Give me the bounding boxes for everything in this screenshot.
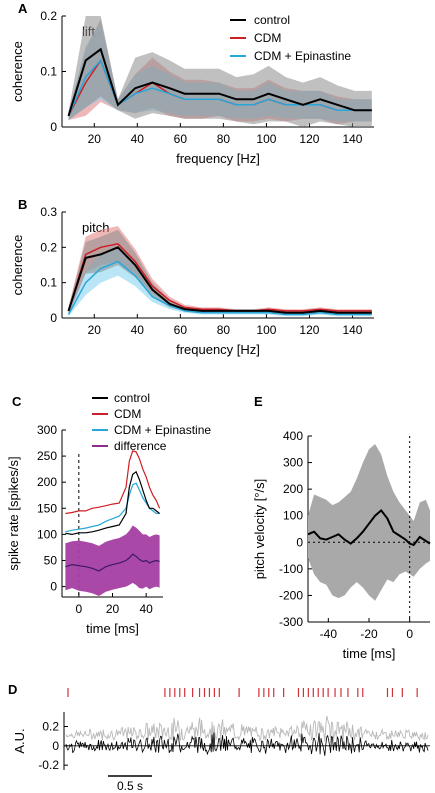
series-line-cdm [67,242,372,312]
y-tick-label: -100 [279,562,303,576]
x-tick-label: -20 [360,627,378,641]
y-axis-label: pitch velocity [°/s] [252,479,267,580]
panel-label: C [12,394,22,409]
series-line-difference [65,553,160,572]
trace-dark [65,732,429,756]
y-tick-label: -300 [279,615,303,629]
panel-label: B [18,197,27,212]
series-line-control [65,470,160,536]
y-tick-label: 0.2 [42,720,59,734]
y-tick-label: 0 [296,535,303,549]
series-line-control [67,246,372,314]
series-line-control [67,47,372,117]
y-tick-label: 100 [283,509,303,523]
series-line-epinastine [67,260,372,316]
x-tick-label: 20 [88,132,102,146]
panel-label: A [18,1,28,16]
legend-label-epinastine: CDM + Epinastine [114,423,211,437]
series-line-epinastine [65,482,160,533]
x-tick-label: 0 [75,602,82,616]
trace-light [65,715,429,743]
x-tick-label: 140 [342,323,362,337]
panel-label: D [8,682,17,697]
y-tick-label: 0 [50,120,57,134]
legend-label-cdm: CDM [254,31,281,45]
x-tick-label: 20 [88,323,102,337]
x-tick-label: -40 [320,627,338,641]
legend-label-control: control [254,13,290,27]
y-axis-label: coherence [10,235,25,296]
x-tick-label: 100 [256,323,276,337]
legend-label-difference: difference [114,439,167,453]
x-tick-label: 0 [406,627,413,641]
y-axis-label: coherence [10,41,25,102]
y-tick-label: 0 [50,580,57,594]
y-tick-label: -0.2 [38,758,59,772]
y-tick-label: 200 [37,475,57,489]
x-tick-label: 40 [131,132,145,146]
band-control [68,16,372,127]
x-tick-label: 80 [217,132,231,146]
x-tick-label: 100 [256,132,276,146]
y-tick-label: 0.2 [40,9,57,23]
y-tick-label: -200 [279,588,303,602]
y-tick-label: 0.1 [40,65,57,79]
band-difference [65,525,160,596]
y-tick-label: 0 [50,311,57,325]
y-tick-label: 0.1 [40,276,57,290]
x-tick-label: 120 [299,132,319,146]
series-line-pitch-velocity [307,508,431,547]
x-tick-label: 60 [174,132,188,146]
x-tick-label: 40 [131,323,145,337]
y-tick-label: 400 [283,429,303,443]
legend-label-control: control [114,391,150,405]
x-tick-label: 20 [106,602,120,616]
y-axis-label: A.U. [12,728,27,753]
panel-D: D -0.2 0 0.2 A.U. 0.5 s [8,682,430,793]
x-tick-label: 60 [174,323,188,337]
x-tick-label: 40 [139,602,153,616]
x-axis-label: frequency [Hz] [176,342,260,357]
x-axis-label: time [ms] [343,646,396,661]
panel-C: C 0 20 40 0 50 100 150 200 250 300 time [ms] spike r… [6,391,211,636]
y-tick-label: 50 [44,553,58,567]
x-tick-label: 140 [342,132,362,146]
y-tick-label: 0 [52,739,59,753]
y-tick-label: 0.3 [40,205,57,219]
y-tick-label: 250 [37,449,57,463]
y-axis-label: spike rate [spikes/s] [6,456,21,570]
y-tick-label: 300 [37,423,57,437]
y-tick-label: 0.2 [40,240,57,254]
x-tick-label: 120 [299,323,319,337]
x-axis-label: time [ms] [86,621,139,636]
y-tick-label: 100 [37,527,57,541]
band-cdm [68,226,372,315]
band-epinastine [68,247,372,317]
band-control [68,229,372,315]
y-tick-label: 150 [37,501,57,515]
legend-label-epinastine: CDM + Epinastine [254,49,351,63]
y-tick-label: 300 [283,456,303,470]
scale-bar-label: 0.5 s [117,779,143,793]
x-axis-label: frequency [Hz] [176,151,260,166]
y-tick-label: 200 [283,482,303,496]
panel-label: E [254,394,263,409]
x-tick-label: 80 [217,323,231,337]
legend-label-cdm: CDM [114,407,141,421]
series-line-cdm [65,450,161,515]
